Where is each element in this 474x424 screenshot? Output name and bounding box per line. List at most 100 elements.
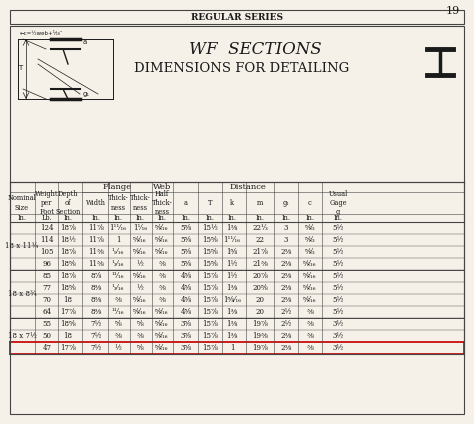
Text: Flange: Flange [102, 183, 132, 191]
Text: ⅝: ⅝ [137, 320, 143, 328]
Text: ¹¹⁄₁₆: ¹¹⁄₁₆ [112, 308, 124, 316]
Text: 11⅞: 11⅞ [88, 236, 104, 244]
Text: REGULAR SERIES: REGULAR SERIES [191, 12, 283, 22]
Text: 18 x 8¾: 18 x 8¾ [8, 290, 36, 298]
Text: 15⅝: 15⅝ [202, 260, 218, 268]
Text: 20: 20 [255, 308, 264, 316]
Text: 50: 50 [43, 332, 52, 340]
Text: c: c [308, 199, 312, 207]
Text: 5½: 5½ [332, 308, 344, 316]
Text: 1⅜: 1⅜ [226, 284, 237, 292]
Text: 19: 19 [446, 6, 460, 16]
Text: ⅝⁄₁₆: ⅝⁄₁₆ [155, 224, 169, 232]
Text: 1⅝: 1⅝ [227, 248, 237, 256]
Text: In.: In. [136, 214, 145, 222]
Text: ⅜: ⅜ [159, 284, 165, 292]
Text: Width: Width [86, 199, 106, 207]
Text: 2⅜: 2⅜ [280, 248, 292, 256]
Text: 5⅝: 5⅝ [181, 260, 191, 268]
Text: 20: 20 [255, 296, 264, 304]
Text: Nominal
Size: Nominal Size [8, 194, 36, 212]
Text: 22: 22 [255, 236, 264, 244]
Text: 4⅝: 4⅝ [181, 296, 191, 304]
Text: 4⅝: 4⅝ [181, 272, 191, 280]
Text: 18⅞: 18⅞ [60, 224, 76, 232]
Text: 20⅞: 20⅞ [252, 272, 268, 280]
Text: 5½: 5½ [332, 224, 344, 232]
Text: 4⅝: 4⅝ [181, 284, 191, 292]
Text: 11⅞: 11⅞ [88, 224, 104, 232]
Text: 18⅝: 18⅝ [60, 260, 76, 268]
Text: 85: 85 [43, 272, 52, 280]
Text: In.: In. [91, 214, 100, 222]
Text: 2⅜: 2⅜ [280, 332, 292, 340]
Text: g₁: g₁ [83, 91, 90, 97]
Text: ¹₃⁄₁₆: ¹₃⁄₁₆ [112, 260, 124, 268]
Text: 15⅞: 15⅞ [202, 332, 218, 340]
Text: 2½: 2½ [280, 320, 292, 328]
Text: 105: 105 [40, 248, 54, 256]
Text: 3½: 3½ [332, 320, 344, 328]
Text: ⅝⁄₁₆: ⅝⁄₁₆ [133, 272, 147, 280]
Text: 2⅜: 2⅜ [280, 344, 292, 352]
Text: 15⅞: 15⅞ [202, 308, 218, 316]
Text: 18⅞: 18⅞ [60, 248, 76, 256]
Text: DIMENSIONS FOR DETAILING: DIMENSIONS FOR DETAILING [134, 61, 350, 75]
Text: 55: 55 [43, 320, 52, 328]
Text: 1⅜: 1⅜ [226, 308, 237, 316]
Text: 3⅝: 3⅝ [181, 320, 191, 328]
Text: 1½: 1½ [226, 260, 237, 268]
Text: ⅜: ⅜ [137, 332, 144, 340]
Text: 18 x 11¾: 18 x 11¾ [5, 242, 38, 250]
Text: 19⅜: 19⅜ [252, 332, 268, 340]
Text: 5½: 5½ [332, 296, 344, 304]
Text: 64: 64 [43, 308, 52, 316]
Text: In.: In. [334, 214, 343, 222]
Text: ⅝: ⅝ [137, 344, 143, 352]
Text: 3½: 3½ [332, 344, 344, 352]
Text: Usual
Gage
g: Usual Gage g [328, 190, 347, 216]
Text: 4⅝: 4⅝ [181, 308, 191, 316]
Text: 3: 3 [284, 236, 288, 244]
Text: 2⅜: 2⅜ [280, 260, 292, 268]
Text: T: T [18, 65, 22, 71]
Text: 96: 96 [43, 260, 52, 268]
Text: ⅜: ⅜ [307, 308, 313, 316]
Text: 21⅜: 21⅜ [252, 260, 268, 268]
Text: Thick-
ness: Thick- ness [129, 194, 150, 212]
Text: ⅜: ⅜ [307, 320, 313, 328]
Text: ⅝⁄₃: ⅝⁄₃ [305, 236, 315, 244]
Text: ⅝⁄₁₆: ⅝⁄₁₆ [133, 236, 147, 244]
Text: 8⅜: 8⅜ [91, 296, 102, 304]
Text: 8⅞: 8⅞ [91, 272, 102, 280]
Text: 77: 77 [43, 284, 52, 292]
Text: ⅝⁄₁₆: ⅝⁄₁₆ [155, 332, 169, 340]
Text: 2⅜: 2⅜ [280, 272, 292, 280]
Text: Web: Web [154, 183, 172, 191]
Text: 1⅝⁄₁₆: 1⅝⁄₁₆ [223, 296, 241, 304]
Text: a: a [184, 199, 188, 207]
Text: 18: 18 [64, 332, 73, 340]
Text: ⅜: ⅜ [115, 296, 121, 304]
Text: 5½: 5½ [332, 272, 344, 280]
Text: 15⅞: 15⅞ [202, 344, 218, 352]
Text: 18½: 18½ [60, 236, 76, 244]
Text: 5⅝: 5⅝ [181, 248, 191, 256]
Text: 124: 124 [40, 224, 54, 232]
Text: ½: ½ [137, 260, 144, 268]
Text: In.: In. [228, 214, 237, 222]
Text: 18: 18 [64, 296, 73, 304]
Text: 18⅞: 18⅞ [60, 272, 76, 280]
Text: ←c=½web+¹⁄₁₆″: ←c=½web+¹⁄₁₆″ [20, 31, 63, 36]
Text: 22¹⁄₃: 22¹⁄₃ [252, 224, 268, 232]
Text: ⅝⁄₁₆: ⅝⁄₁₆ [155, 344, 169, 352]
Text: In.: In. [157, 214, 166, 222]
Text: 5½: 5½ [332, 248, 344, 256]
Text: 7½: 7½ [91, 320, 102, 328]
Text: 2⅜: 2⅜ [280, 284, 292, 292]
Text: 3⅝: 3⅝ [181, 344, 191, 352]
Text: 18⅝: 18⅝ [60, 284, 76, 292]
Text: 15⅞: 15⅞ [202, 272, 218, 280]
Text: 5½: 5½ [332, 236, 344, 244]
Text: 15⅞: 15⅞ [202, 320, 218, 328]
